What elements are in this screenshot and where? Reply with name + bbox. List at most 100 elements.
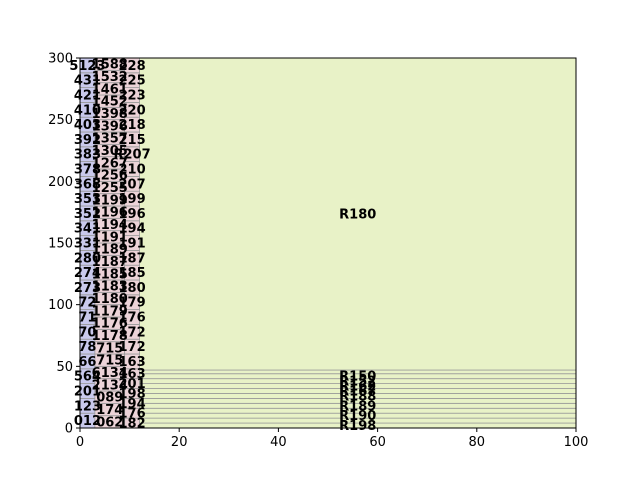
axes: 0 20 40 60 80 100 0 50 100 150 200 250 300 <box>48 52 588 451</box>
treemap-rect-label: 1183 <box>92 280 128 295</box>
treemap-rect-label: 1199 <box>92 193 128 208</box>
treemap-rect-label: 1194 <box>92 218 128 233</box>
treemap-rect-label: 179 <box>119 296 146 311</box>
treemap-rect-label: 410 <box>74 103 101 118</box>
treemap-rect-label: 78 <box>78 340 96 355</box>
treemap-rect-label: 353 <box>74 192 101 207</box>
treemap-rect-label: 2134 <box>92 378 128 393</box>
treemap-rect-label: R150 <box>339 370 376 385</box>
treemap-rect-label: 228 <box>119 59 146 74</box>
treemap-rect-label: 280 <box>74 251 101 266</box>
treemap-rect-label: R167 <box>339 385 376 400</box>
treemap-rect-label: 123 <box>74 399 101 414</box>
x-tick-label: 40 <box>270 435 287 450</box>
x-tick-label: 0 <box>76 435 84 450</box>
treemap-rect-label: 012 <box>74 414 101 429</box>
treemap-rect-label: 352 <box>74 207 101 222</box>
y-tick-label: 250 <box>48 113 73 128</box>
treemap-rect-label: 163 <box>119 367 146 382</box>
x-tick-label: 100 <box>564 435 589 450</box>
treemap-rect-label: R162 <box>339 380 376 395</box>
y-tick-label: 150 <box>48 237 73 252</box>
treemap-rect-label: 062 <box>96 415 123 430</box>
treemap-rect <box>139 57 577 371</box>
treemap-rect-label: 207 <box>119 177 146 192</box>
treemap-rect-label: 5123 <box>69 59 105 74</box>
treemap-rect-label: 196 <box>119 207 146 222</box>
treemap-rect-label: 176 <box>119 311 146 326</box>
treemap-rects: 0121232015646678707172273274280331341352… <box>69 57 577 434</box>
treemap-rect-label: 564 <box>74 370 101 385</box>
treemap-rect-label: R188 <box>339 389 376 404</box>
treemap-rect-label: 176 <box>119 407 146 422</box>
treemap-rect-label: 368 <box>74 177 101 192</box>
y-tick-label: 50 <box>56 360 73 375</box>
treemap-rect-label: 194 <box>119 397 146 412</box>
treemap-rect-label: 421 <box>74 89 101 104</box>
treemap-rect-label: 1180 <box>92 292 128 307</box>
treemap-rect-label: 210 <box>119 163 146 178</box>
treemap-rect-label: 174 <box>96 403 123 418</box>
treemap-rect-label: 6134 <box>92 366 128 381</box>
treemap-rect-label: 1452 <box>92 95 128 110</box>
treemap-rect-label: R152 <box>339 375 376 390</box>
treemap-rect-label: 715 <box>96 354 123 369</box>
treemap-rect-label: 1461 <box>92 82 128 97</box>
treemap-rect-label: 215 <box>119 133 146 148</box>
treemap-rect-label: R190 <box>339 409 376 424</box>
treemap-rect-label: 383 <box>74 148 101 163</box>
y-tick-label: 0 <box>65 422 73 437</box>
treemap-rect-label: 187 <box>119 251 146 266</box>
treemap-rect-label: 273 <box>74 281 101 296</box>
treemap-rect-label: 1256 <box>92 169 128 184</box>
treemap-rect-label: 71 <box>78 311 96 326</box>
treemap-rect-label: 1255 <box>92 181 128 196</box>
treemap-rect-label: 1176 <box>92 317 128 332</box>
treemap-rect-label: 185 <box>119 266 146 281</box>
treemap-rect-label: 201 <box>74 385 101 400</box>
treemap-rect-label: 274 <box>74 266 101 281</box>
treemap-rect-label: 341 <box>74 222 101 237</box>
treemap-rect-label: 431 <box>74 74 101 89</box>
treemap-rect-label: 1196 <box>92 206 128 221</box>
treemap-rect-label: 1532 <box>92 70 128 85</box>
treemap-rect-label: 1189 <box>92 243 128 258</box>
treemap-rect-label: 1191 <box>92 230 128 245</box>
treemap-rect-label: 403 <box>74 118 101 133</box>
treemap-rect-label: R207 <box>114 148 151 163</box>
treemap-rect-label: R180 <box>339 208 376 223</box>
treemap-rect-label: 1398 <box>92 107 128 122</box>
treemap-rect-label: 1396 <box>92 119 128 134</box>
treemap-rect-label: 1588 <box>92 58 128 73</box>
treemap-rect-label: 1305 <box>92 144 128 159</box>
y-tick-label: 200 <box>48 175 73 190</box>
treemap-rect-label: 1187 <box>92 255 128 270</box>
x-tick-label: 60 <box>369 435 386 450</box>
treemap-rect-label: 172 <box>119 340 146 355</box>
treemap-rect-label: 194 <box>119 222 146 237</box>
treemap-rect-label: 089 <box>96 391 123 406</box>
x-tick-label: 20 <box>171 435 188 450</box>
treemap-rect-label: 1178 <box>92 329 128 344</box>
treemap-rect-label: 1267 <box>92 156 128 171</box>
treemap-rect-label: 331 <box>74 237 101 252</box>
treemap-rect-label: 191 <box>119 237 146 252</box>
x-tick-label: 80 <box>469 435 486 450</box>
y-tick-label: 300 <box>48 52 73 67</box>
treemap-rect-label: 378 <box>74 163 101 178</box>
treemap-rect-label: 70 <box>78 325 96 340</box>
treemap-rect-label: 66 <box>78 355 96 370</box>
treemap-rect-label: 220 <box>119 103 146 118</box>
treemap-rect-label: 223 <box>119 89 146 104</box>
y-tick-label: 100 <box>48 298 73 313</box>
treemap-rect-label: R189 <box>339 399 376 414</box>
treemap-rect-label: 1179 <box>92 304 128 319</box>
treemap-rect-label: 172 <box>119 325 146 340</box>
treemap-rect-label: 198 <box>119 387 146 402</box>
treemap-rect-label: 180 <box>119 281 146 296</box>
treemap-rect-label: 392 <box>74 133 101 148</box>
treemap-rect-label: 225 <box>119 74 146 89</box>
treemap-rect-label: 72 <box>78 296 96 311</box>
treemap-rect-label: 715 <box>96 341 123 356</box>
